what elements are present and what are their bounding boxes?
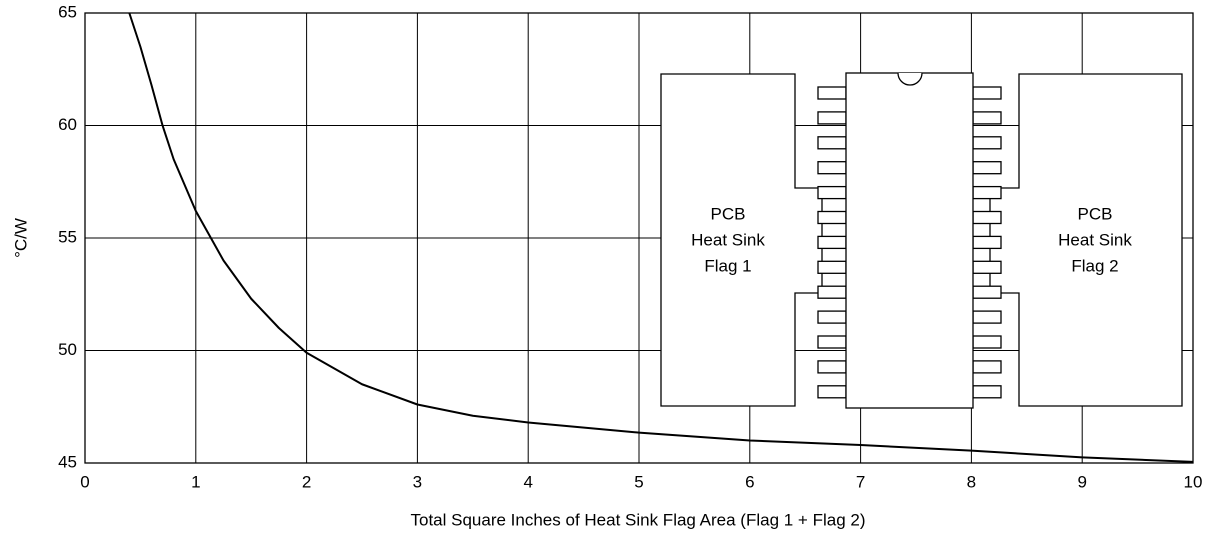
x-tick-label: 0 (80, 472, 89, 491)
y-tick-label: 55 (58, 227, 77, 246)
pin (972, 385, 1002, 399)
flag-label: Heat Sink (691, 230, 765, 249)
chip-body (845, 72, 974, 409)
x-tick-label: 10 (1184, 472, 1203, 491)
x-tick-label: 2 (302, 472, 311, 491)
pin (972, 285, 1002, 299)
pin (817, 136, 847, 150)
x-tick-label: 4 (523, 472, 532, 491)
pin (972, 136, 1002, 150)
flag-label: Heat Sink (1058, 230, 1132, 249)
pin (972, 260, 1002, 274)
y-tick-label: 50 (58, 340, 77, 359)
pin (972, 86, 1002, 100)
pin (972, 210, 1002, 225)
x-tick-label: 5 (634, 472, 643, 491)
pin (817, 310, 847, 324)
pin (972, 335, 1002, 349)
curve (128, 12, 1194, 463)
pins (817, 86, 1002, 399)
x-tick-label: 1 (191, 472, 200, 491)
y-tick-label: 45 (58, 452, 77, 471)
pin (817, 385, 847, 399)
pin (817, 161, 847, 175)
pin (972, 310, 1002, 324)
pin (817, 86, 847, 100)
pin (817, 260, 847, 274)
y-tick-label: 65 (58, 2, 77, 21)
flag-label: PCB (1078, 204, 1113, 223)
pin (972, 235, 1002, 250)
pin (817, 210, 847, 225)
y-tick-label: 60 (58, 115, 77, 134)
pin (972, 360, 1002, 374)
flag-label: Flag 1 (704, 256, 751, 275)
pin (972, 161, 1002, 175)
pin (817, 235, 847, 250)
pin (972, 185, 1002, 200)
flag-label: Flag 2 (1071, 256, 1118, 275)
pin (817, 111, 847, 125)
x-tick-label: 7 (856, 472, 865, 491)
pin (817, 360, 847, 374)
pin (817, 335, 847, 349)
y-axis-label: °C/W (11, 218, 30, 258)
x-tick-label: 9 (1077, 472, 1086, 491)
pin (817, 185, 847, 200)
x-tick-label: 3 (413, 472, 422, 491)
flag-label: PCB (711, 204, 746, 223)
package-diagram (660, 72, 1183, 409)
plot-frame (84, 12, 1194, 464)
x-tick-label: 8 (967, 472, 976, 491)
x-tick-label: 6 (745, 472, 754, 491)
chip-notch (897, 72, 923, 86)
x-axis-label: Total Square Inches of Heat Sink Flag Ar… (411, 510, 866, 529)
pin (817, 285, 847, 299)
pin (972, 111, 1002, 125)
